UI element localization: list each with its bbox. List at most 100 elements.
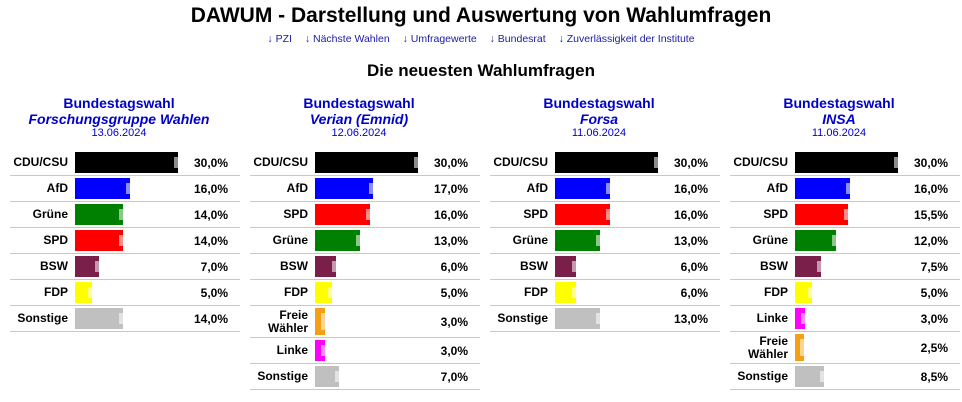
result-value: 5,0% [200,285,228,300]
nav-link-pzi[interactable]: ↓ PZI [267,33,292,45]
result-row: FDP 6,0% [490,280,720,306]
party-label: FDP [524,285,548,299]
previous-result-marker [321,313,331,330]
poll-institute[interactable]: Forschungsgruppe Wahlen [28,111,210,127]
bar-cell [315,230,425,251]
poll-card: Bundestagswahl Forschungsgruppe Wahlen 1… [10,95,240,332]
previous-result-marker [328,287,338,298]
result-row: Sonstige 14,0% [10,306,240,332]
result-value: 6,0% [680,259,708,274]
bar-cell [795,204,905,225]
result-row: CDU/CSU 30,0% [490,150,720,176]
result-bar [555,230,600,251]
result-row: Sonstige 7,0% [250,364,480,390]
previous-result-marker [894,157,904,168]
bar-cell [795,308,905,329]
result-value: 13,0% [673,233,708,248]
poll-institute[interactable]: Forsa [579,111,619,127]
previous-result-marker [356,235,366,246]
previous-result-marker [846,183,856,194]
poll-election[interactable]: Bundestagswahl [63,95,175,111]
previous-result-marker [654,157,664,168]
party-label: Grüne [512,233,548,247]
nav-link-naechste-wahlen[interactable]: ↓ Nächste Wahlen [304,33,390,45]
party-label: FDP [764,285,788,299]
result-value: 13,0% [433,233,468,248]
poll-date: 12.06.2024 [331,127,387,139]
result-row: Linke 3,0% [730,306,960,332]
result-bar [75,204,123,225]
poll-date: 13.06.2024 [91,127,147,139]
result-row: Grüne 14,0% [10,202,240,228]
party-label: Sonstige [737,369,788,383]
result-row: BSW 6,0% [490,254,720,280]
poll-header[interactable]: Bundestagswahl INSA 11.06.2024 [718,95,960,140]
result-row: BSW 6,0% [250,254,480,280]
result-bar [555,282,576,303]
bar-cell [555,230,665,251]
result-row: Freie Wähler 2,5% [730,332,960,364]
result-value: 12,0% [913,233,948,248]
poll-election[interactable]: Bundestagswahl [783,95,895,111]
result-value: 16,0% [913,181,948,196]
result-value: 5,0% [920,285,948,300]
poll-header[interactable]: Bundestagswahl Verian (Emnid) 12.06.2024 [238,95,480,140]
bar-cell [75,256,185,277]
bar-cell [315,340,425,361]
previous-result-marker [119,313,129,324]
bar-cell [555,204,665,225]
result-bar [315,230,360,251]
result-value: 16,0% [433,207,468,222]
poll-election[interactable]: Bundestagswahl [303,95,415,111]
result-bar [795,230,836,251]
bar-cell [75,152,185,173]
result-bar [795,308,805,329]
party-label: Sonstige [17,311,68,325]
bar-cell [795,256,905,277]
party-label: BSW [520,259,548,273]
previous-result-marker [366,209,376,220]
poll-institute[interactable]: Verian (Emnid) [309,111,409,127]
result-bar [75,308,123,329]
result-value: 30,0% [433,155,468,170]
result-row: SPD 16,0% [250,202,480,228]
poll-election[interactable]: Bundestagswahl [543,95,655,111]
previous-result-marker [369,183,379,194]
result-row: FDP 5,0% [730,280,960,306]
bar-cell [315,204,425,225]
party-label: Grüne [752,233,788,247]
result-value: 30,0% [913,155,948,170]
bar-cell [315,366,425,387]
result-bar [315,366,339,387]
bar-cell [75,308,185,329]
result-bar [315,204,370,225]
poll-header[interactable]: Bundestagswahl Forschungsgruppe Wahlen 1… [0,95,240,140]
poll-card: Bundestagswahl INSA 11.06.2024 CDU/CSU 30… [730,95,960,390]
bar-cell [795,282,905,303]
party-label: Linke [756,311,788,325]
nav-link-bundesrat[interactable]: ↓ Bundesrat [489,33,546,45]
poll-institute[interactable]: INSA [822,111,856,127]
bar-cell [75,204,185,225]
previous-result-marker [844,209,854,220]
result-bar [75,282,92,303]
result-row: Grüne 13,0% [250,228,480,254]
previous-result-marker [800,339,810,356]
party-label: BSW [760,259,788,273]
result-bar [795,152,898,173]
result-value: 6,0% [440,259,468,274]
result-bar [795,334,804,361]
result-bar [315,308,325,335]
nav-link-umfragewerte[interactable]: ↓ Umfragewerte [402,33,477,45]
bar-cell [555,178,665,199]
party-label: SPD [283,207,308,221]
poll-card: Bundestagswahl Verian (Emnid) 12.06.2024… [250,95,480,390]
party-label: AfD [46,181,68,195]
result-row: FDP 5,0% [10,280,240,306]
result-bar [555,204,610,225]
poll-header[interactable]: Bundestagswahl Forsa 11.06.2024 [478,95,720,140]
nav-link-zuverlaessigkeit[interactable]: ↓ Zuverlässigkeit der Institute [558,33,695,45]
result-value: 8,5% [920,369,948,384]
result-row: Grüne 13,0% [490,228,720,254]
result-bar [75,230,123,251]
